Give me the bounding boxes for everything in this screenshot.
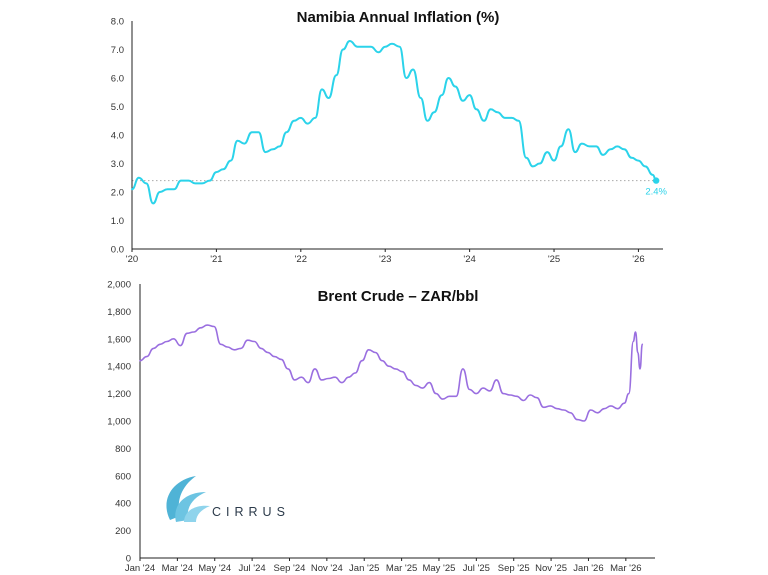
c2-y-tick-label: 1,600 bbox=[107, 334, 131, 345]
c2-x-tick-label: Jul '24 bbox=[239, 563, 266, 574]
c2-y-tick-label: 600 bbox=[115, 471, 131, 482]
c1-y-tick-label: 1.0 bbox=[111, 216, 124, 227]
inflation-y-tick-labels: 0.0 1.0 2.0 3.0 4.0 5.0 6.0 7.0 8.0 bbox=[111, 17, 124, 256]
c1-x-tick-label: '25 bbox=[548, 254, 560, 265]
c1-x-tick-label: '22 bbox=[295, 254, 307, 265]
c2-x-tick-label: Jul '25 bbox=[463, 563, 490, 574]
c1-y-tick-label: 2.0 bbox=[111, 188, 124, 199]
c1-x-tick-label: '23 bbox=[379, 254, 391, 265]
cirrus-logo-text: CIRRUS bbox=[212, 505, 290, 519]
c2-x-tick-label: Sep '25 bbox=[498, 563, 530, 574]
inflation-latest-label: 2.4% bbox=[645, 187, 667, 198]
cirrus-logo: CIRRUS bbox=[166, 476, 290, 522]
c2-x-tick-label: Jan '26 bbox=[573, 563, 603, 574]
c2-y-tick-label: 2,000 bbox=[107, 280, 131, 291]
c2-x-tick-label: May '25 bbox=[422, 563, 455, 574]
brent-axes bbox=[139, 284, 655, 559]
inflation-latest-point bbox=[652, 177, 660, 184]
c1-y-tick-label: 3.0 bbox=[111, 159, 124, 170]
c2-x-tick-label: Mar '25 bbox=[386, 563, 417, 574]
c1-series-line bbox=[131, 40, 658, 205]
brent-y-tick-labels: 0 200 400 600 800 1,000 1,200 1,400 1,600 1,800 2,… bbox=[107, 280, 131, 565]
inflation-chart-title: Namibia Annual Inflation (%) bbox=[297, 9, 500, 26]
c1-x-tick-label: '20 bbox=[126, 254, 138, 265]
brent-chart-title: Brent Crude – ZAR/bbl bbox=[318, 288, 479, 305]
c1-y-tick-label: 4.0 bbox=[111, 131, 124, 142]
c1-x-tick-label: '24 bbox=[463, 254, 475, 265]
c2-y-tick-label: 200 bbox=[115, 526, 131, 537]
c1-y-tick-label: 5.0 bbox=[111, 102, 124, 113]
c1-x-tick-label: '21 bbox=[210, 254, 222, 265]
c2-y-tick-label: 800 bbox=[115, 444, 131, 455]
c2-x-tick-label: Mar '26 bbox=[610, 563, 641, 574]
c2-x-tick-label: Jan '24 bbox=[125, 563, 155, 574]
c2-x-tick-label: Sep '24 bbox=[274, 563, 306, 574]
c2-y-tick-label: 400 bbox=[115, 499, 131, 510]
c2-y-tick-label: 1,000 bbox=[107, 417, 131, 428]
inflation-x-tick-labels: '20 '21 '22 '23 '24 '25 '26 bbox=[126, 249, 645, 265]
c2-x-tick-label: Nov '24 bbox=[311, 563, 343, 574]
inflation-callout: 2.4% bbox=[645, 177, 668, 198]
c2-x-tick-label: Nov '25 bbox=[535, 563, 567, 574]
c2-x-tick-label: May '24 bbox=[198, 563, 231, 574]
inflation-axes bbox=[131, 21, 663, 250]
inflation-series bbox=[131, 40, 658, 205]
inflation-chart: Namibia Annual Inflation (%) 0.0 1.0 2.0 3.… bbox=[111, 9, 668, 265]
c1-y-tick-label: 0.0 bbox=[111, 245, 124, 256]
brent-series bbox=[139, 324, 644, 422]
brent-x-tick-labels: Jan '24 Mar '24 May '24 Jul '24 Sep '24 Nov '… bbox=[125, 558, 642, 574]
c1-y-tick-label: 6.0 bbox=[111, 74, 124, 85]
c2-x-tick-label: Jan '25 bbox=[349, 563, 379, 574]
c1-y-tick-label: 7.0 bbox=[111, 45, 124, 56]
c2-y-tick-label: 0 bbox=[126, 554, 131, 565]
c1-x-tick-label: '26 bbox=[632, 254, 644, 265]
brent-chart: Brent Crude – ZAR/bbl 0 200 400 600 800 1,000… bbox=[107, 280, 655, 574]
c2-x-tick-label: Mar '24 bbox=[162, 563, 193, 574]
c1-y-tick-label: 8.0 bbox=[111, 17, 124, 28]
c2-y-tick-label: 1,400 bbox=[107, 362, 131, 373]
c2-y-tick-label: 1,800 bbox=[107, 307, 131, 318]
c2-y-tick-label: 1,200 bbox=[107, 389, 131, 400]
c2-series-line bbox=[139, 324, 644, 422]
cirrus-swoosh-icon bbox=[166, 476, 210, 522]
